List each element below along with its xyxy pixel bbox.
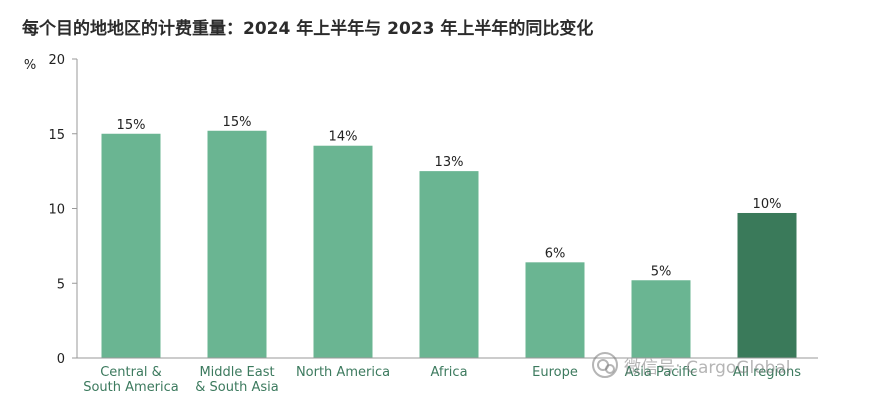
watermark-text: 微信号: CargoGlobal bbox=[624, 357, 791, 378]
bar bbox=[207, 130, 267, 358]
bar bbox=[525, 262, 585, 358]
x-tick-label: Central & South America bbox=[83, 365, 179, 395]
bar bbox=[313, 145, 373, 358]
bar bbox=[631, 280, 691, 358]
y-axis-label: % bbox=[24, 58, 36, 73]
bar bbox=[419, 171, 479, 358]
y-tick-label: 20 bbox=[48, 53, 65, 68]
x-tick-label: North America bbox=[296, 365, 390, 380]
x-tick-label: Europe bbox=[532, 365, 578, 380]
y-tick-label: 5 bbox=[57, 277, 65, 292]
wechat-icon bbox=[592, 352, 618, 378]
y-tick-label: 15 bbox=[48, 128, 65, 143]
data-label: 6% bbox=[545, 246, 566, 261]
data-label: 13% bbox=[435, 155, 464, 170]
x-axis: Central & South America Middle East & South… bbox=[77, 357, 818, 395]
bars bbox=[101, 130, 797, 358]
y-tick-label: 0 bbox=[57, 352, 65, 367]
data-label: 15% bbox=[223, 115, 252, 130]
data-labels: 15% 15% 14% 13% 6% 5% 10% bbox=[117, 115, 782, 280]
bar bbox=[101, 133, 161, 358]
data-label: 10% bbox=[753, 197, 782, 212]
x-tick-label: Middle East & South Asia bbox=[195, 365, 278, 395]
x-tick-label: Africa bbox=[430, 365, 467, 380]
y-tick-label: 10 bbox=[48, 203, 65, 218]
data-label: 14% bbox=[329, 130, 358, 145]
x-tick-label: All regions bbox=[733, 365, 801, 380]
watermark: 微信号: CargoGlobal bbox=[592, 352, 791, 378]
x-tick-label: Asia Pacific bbox=[625, 365, 698, 380]
data-label: 5% bbox=[651, 264, 672, 279]
bar bbox=[737, 212, 797, 358]
data-label: 15% bbox=[117, 118, 146, 133]
y-axis: 0 5 10 15 20 bbox=[48, 53, 78, 367]
chart-title: 每个目的地地区的计费重量：2024 年上半年与 2023 年上半年的同比变化 bbox=[22, 19, 594, 39]
